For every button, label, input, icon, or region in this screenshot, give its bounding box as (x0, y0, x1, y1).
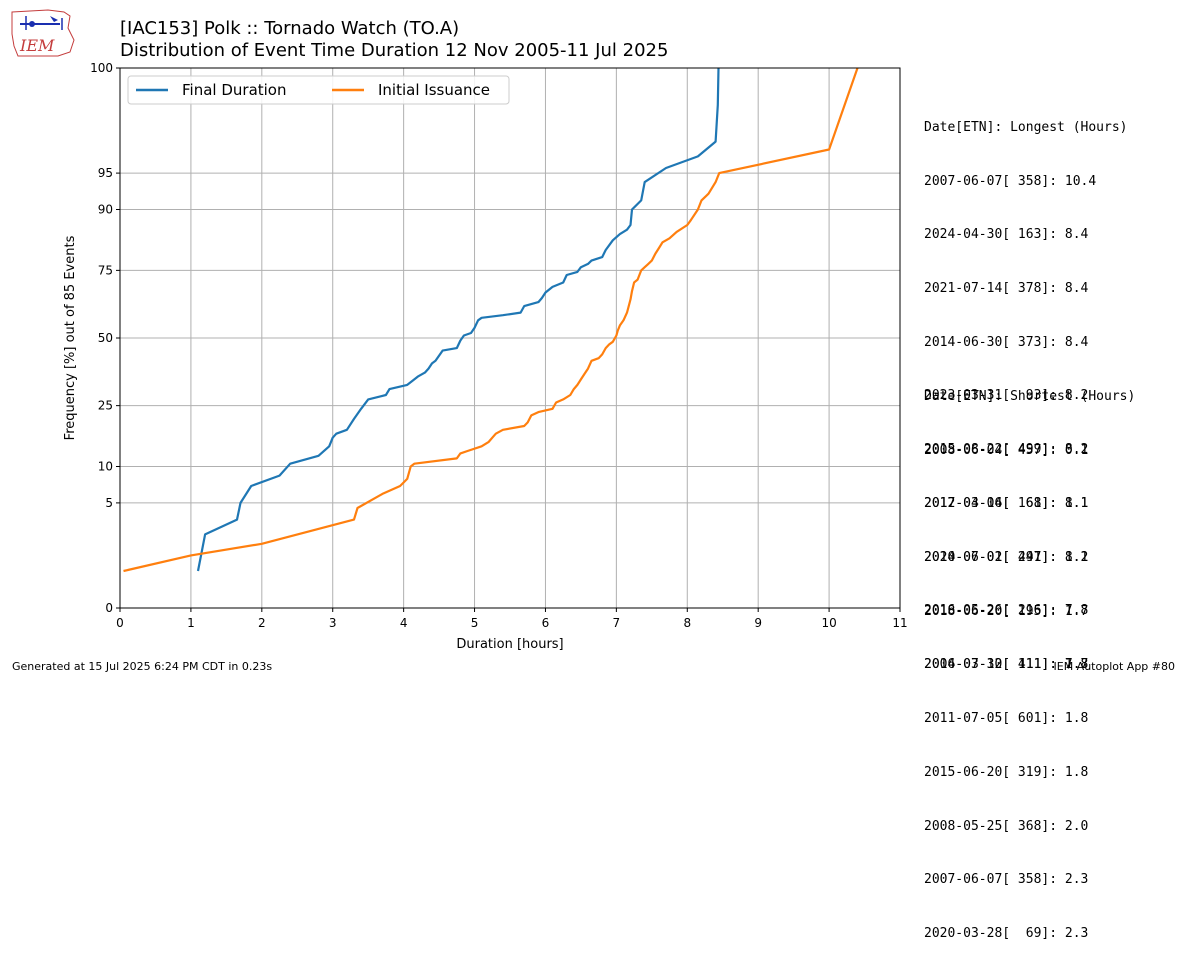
shortest-row: 2024-07-02[ 497]: 1.2 (924, 550, 1089, 566)
y-tick-label: 75 (98, 263, 113, 277)
chart-subtitle: Distribution of Event Time Duration 12 N… (120, 40, 669, 61)
shortest-row: 2020-03-28[ 69]: 2.3 (924, 925, 1089, 941)
svg-text:IEM: IEM (19, 36, 55, 55)
y-axis-label: Frequency [%] out of 85 Events (63, 235, 78, 440)
longest-row: 2007-06-07[ 358]: 10.4 (924, 173, 1097, 189)
x-tick-label: 2 (258, 616, 266, 630)
shortest-row: 2011-07-05[ 601]: 1.8 (924, 711, 1089, 727)
longest-row: 2014-06-30[ 373]: 8.4 (924, 334, 1089, 350)
legend-label-initial-issuance: Initial Issuance (378, 81, 490, 99)
x-tick-label: 8 (683, 616, 691, 630)
x-tick-label: 3 (329, 616, 337, 630)
longest-row: 2015-08-22[ 499]: 8.2 (924, 442, 1089, 458)
longest-row: 2021-07-14[ 378]: 8.4 (924, 281, 1089, 297)
shortest-row: 2018-06-20[ 195]: 1.7 (924, 603, 1089, 619)
x-tick-label: 10 (821, 616, 836, 630)
series-line-final-duration (196, 67, 720, 572)
x-axis-label: Duration [hours] (456, 637, 563, 652)
shortest-header: Date[ETN]: Shortest (Hours) (924, 389, 1136, 404)
x-tick-label: 11 (892, 616, 907, 630)
y-tick-label: 95 (98, 166, 113, 180)
x-tick-label: 5 (471, 616, 479, 630)
app-credit: IEM Autoplot App #80 (1053, 660, 1176, 673)
y-tick-label: 10 (98, 460, 113, 474)
x-tick-label: 0 (116, 616, 124, 630)
shortest-events-list: Date[ETN]: Shortest (Hours) 2008-06-04[ … (924, 355, 1135, 961)
longest-row: 2010-06-01[ 241]: 8.1 (924, 549, 1089, 565)
legend-label-final-duration: Final Duration (182, 81, 287, 99)
chart-title: [IAC153] Polk :: Tornado Watch (TO.A) (120, 18, 460, 39)
shortest-row: 2015-06-20[ 319]: 1.8 (924, 764, 1089, 780)
shortest-row: 2012-04-14[ 168]: 1.1 (924, 496, 1089, 512)
longest-row: 2006-03-30[ 111]: 7.8 (924, 656, 1089, 672)
x-tick-label: 1 (187, 616, 195, 630)
x-tick-label: 7 (613, 616, 621, 630)
x-tick-label: 6 (542, 616, 550, 630)
shortest-row: 2007-06-07[ 358]: 2.3 (924, 872, 1089, 888)
shortest-row: 2008-05-25[ 368]: 2.0 (924, 818, 1089, 834)
longest-row: 2024-04-30[ 163]: 8.4 (924, 227, 1089, 243)
longest-row: 2017-03-06[ 61]: 8.1 (924, 495, 1089, 511)
duration-distribution-chart: 0 1 2 3 4 5 6 7 8 9 10 11 0 5 10 25 50 75 90 95 100 Duration … (63, 61, 908, 652)
longest-row: 2016-05-26[ 216]: 7.8 (924, 603, 1089, 619)
iem-logo: IEM (11, 9, 75, 57)
y-tick-label: 0 (105, 601, 113, 615)
longest-events-list: Date[ETN]: Longest (Hours) 2007-06-07[ 3… (924, 86, 1128, 692)
y-tick-label: 90 (98, 202, 113, 216)
y-tick-label: 50 (98, 331, 113, 345)
y-tick-label: 25 (98, 399, 113, 413)
y-tick-label: 5 (105, 496, 113, 510)
series-line-initial-issuance (123, 67, 859, 573)
legend-box (127, 75, 510, 105)
shortest-row: 2014-07-12[ 411]: 1.7 (924, 657, 1089, 673)
longest-header: Date[ETN]: Longest (Hours) (924, 120, 1128, 135)
generated-timestamp: Generated at 15 Jul 2025 6:24 PM CDT in … (12, 660, 273, 673)
x-tick-label: 9 (754, 616, 762, 630)
y-tick-label: 100 (90, 61, 113, 75)
shortest-row: 2008-06-04[ 457]: 0.1 (924, 442, 1089, 458)
longest-row: 2023-03-31[ 93]: 8.2 (924, 388, 1089, 404)
x-tick-label: 4 (400, 616, 408, 630)
